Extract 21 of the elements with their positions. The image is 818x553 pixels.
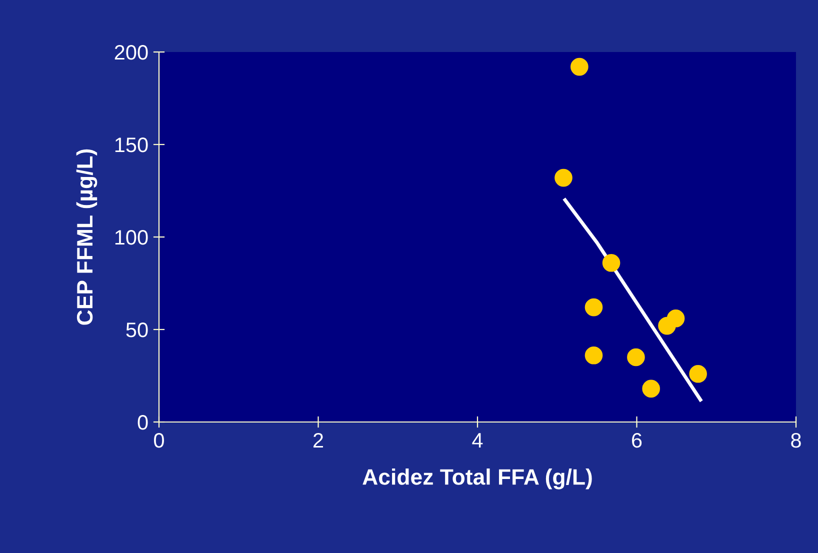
y-tick-label: 50 [126,322,148,338]
point [627,348,645,366]
y-tick-label: 100 [115,230,148,245]
x-tick-label: 4 [472,433,483,448]
x-tick-label: 6 [632,432,642,448]
point [602,254,620,272]
x-tick-label: 8 [791,432,801,448]
x-axis-title: Acidez Total FFA (g/L) [362,468,592,490]
x-tick-label: 2 [314,432,323,448]
point [584,298,603,316]
y-axis-title: CEP FFML (µg/L) [76,149,98,325]
y-tick-label: 150 [115,138,148,152]
point [570,58,588,76]
point [689,364,707,383]
y-tick-label: 200 [114,45,148,60]
point [584,346,603,364]
point [642,380,660,398]
x-tick-label: 0 [154,432,164,448]
y-tick-label: 0 [138,415,148,430]
point [554,168,572,187]
point [666,309,685,328]
